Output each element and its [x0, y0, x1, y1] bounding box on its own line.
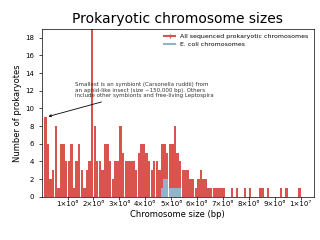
Bar: [218, 188, 220, 197]
Bar: [156, 162, 158, 197]
Bar: [207, 188, 210, 197]
Bar: [164, 179, 166, 197]
Bar: [174, 126, 176, 197]
Bar: [197, 179, 199, 197]
Bar: [117, 162, 119, 197]
Bar: [68, 162, 70, 197]
Bar: [285, 188, 288, 197]
Bar: [223, 188, 225, 197]
Bar: [213, 188, 215, 197]
Bar: [107, 144, 109, 197]
Bar: [202, 179, 205, 197]
Bar: [101, 170, 104, 197]
Bar: [161, 188, 163, 197]
Bar: [161, 144, 163, 197]
Bar: [143, 144, 145, 197]
Bar: [210, 188, 212, 197]
Bar: [81, 170, 83, 197]
Bar: [231, 188, 233, 197]
Bar: [174, 188, 176, 197]
Bar: [55, 126, 57, 197]
Bar: [122, 153, 124, 197]
Bar: [205, 179, 207, 197]
Text: Smallest is an symbiont (Carsonella ruddii) from
an aphid-like insect (size ~150: Smallest is an symbiont (Carsonella rudd…: [49, 82, 214, 117]
Bar: [44, 117, 47, 197]
Bar: [83, 188, 85, 197]
Bar: [70, 144, 73, 197]
Bar: [65, 162, 68, 197]
Bar: [215, 188, 218, 197]
Bar: [249, 188, 251, 197]
Bar: [166, 179, 168, 197]
Bar: [187, 170, 189, 197]
Bar: [86, 170, 88, 197]
Bar: [200, 170, 202, 197]
Bar: [135, 170, 137, 197]
Bar: [171, 144, 174, 197]
Bar: [179, 188, 181, 197]
Bar: [184, 170, 187, 197]
Bar: [267, 188, 269, 197]
Title: Prokaryotic chromosome sizes: Prokaryotic chromosome sizes: [72, 12, 283, 26]
Bar: [47, 144, 49, 197]
Bar: [76, 162, 78, 197]
Y-axis label: Number of prokaryotes: Number of prokaryotes: [13, 64, 22, 162]
Bar: [179, 162, 181, 197]
Bar: [189, 179, 192, 197]
Bar: [195, 188, 197, 197]
Bar: [140, 144, 142, 197]
Bar: [62, 144, 65, 197]
Bar: [52, 170, 54, 197]
Bar: [148, 162, 150, 197]
Bar: [244, 188, 246, 197]
Bar: [78, 144, 80, 197]
Bar: [164, 144, 166, 197]
X-axis label: Chromosome size (bp): Chromosome size (bp): [130, 210, 225, 219]
Bar: [88, 162, 91, 197]
Bar: [176, 188, 179, 197]
Bar: [114, 162, 116, 197]
Bar: [119, 126, 122, 197]
Bar: [236, 188, 238, 197]
Bar: [60, 144, 62, 197]
Bar: [259, 188, 262, 197]
Bar: [181, 170, 184, 197]
Bar: [130, 162, 132, 197]
Bar: [104, 144, 106, 197]
Bar: [109, 162, 111, 197]
Bar: [150, 170, 153, 197]
Bar: [166, 153, 168, 197]
Bar: [93, 126, 96, 197]
Bar: [145, 153, 148, 197]
Bar: [171, 188, 174, 197]
Bar: [220, 188, 223, 197]
Bar: [132, 162, 135, 197]
Bar: [280, 188, 283, 197]
Bar: [99, 162, 101, 197]
Bar: [153, 162, 156, 197]
Bar: [91, 29, 93, 197]
Bar: [50, 179, 52, 197]
Bar: [298, 188, 300, 197]
Legend: All sequenced prokaryotic chromosomes, E. coli chromosomes: All sequenced prokaryotic chromosomes, E…: [162, 32, 310, 49]
Bar: [138, 153, 140, 197]
Bar: [57, 188, 60, 197]
Bar: [169, 144, 171, 197]
Bar: [124, 162, 127, 197]
Bar: [158, 170, 161, 197]
Bar: [192, 179, 194, 197]
Bar: [176, 153, 179, 197]
Bar: [169, 188, 171, 197]
Bar: [73, 188, 75, 197]
Bar: [262, 188, 264, 197]
Bar: [96, 162, 99, 197]
Bar: [112, 179, 114, 197]
Bar: [127, 162, 130, 197]
